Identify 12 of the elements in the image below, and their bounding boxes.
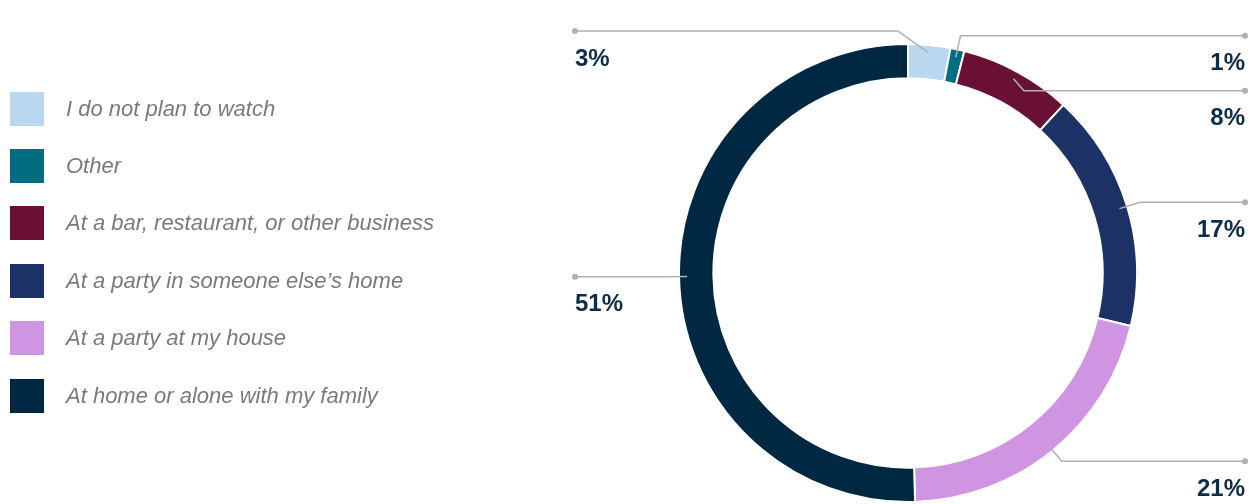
data-label: 3% (575, 43, 610, 71)
data-label: 51% (575, 289, 624, 317)
legend-label: At a party in someone else’s home (66, 267, 404, 294)
legend-label: I do not plan to watch (66, 95, 276, 122)
legend-label: At a party at my house (66, 325, 287, 352)
legend-label: Other (66, 153, 122, 180)
data-label: 8% (1210, 103, 1245, 131)
legend-label: At home or alone with my family (66, 382, 378, 409)
data-label: 1% (1210, 48, 1245, 76)
data-label: 21% (1196, 473, 1245, 501)
data-label: 17% (1196, 214, 1245, 242)
legend-label: At a bar, restaurant, or other business (66, 210, 435, 237)
